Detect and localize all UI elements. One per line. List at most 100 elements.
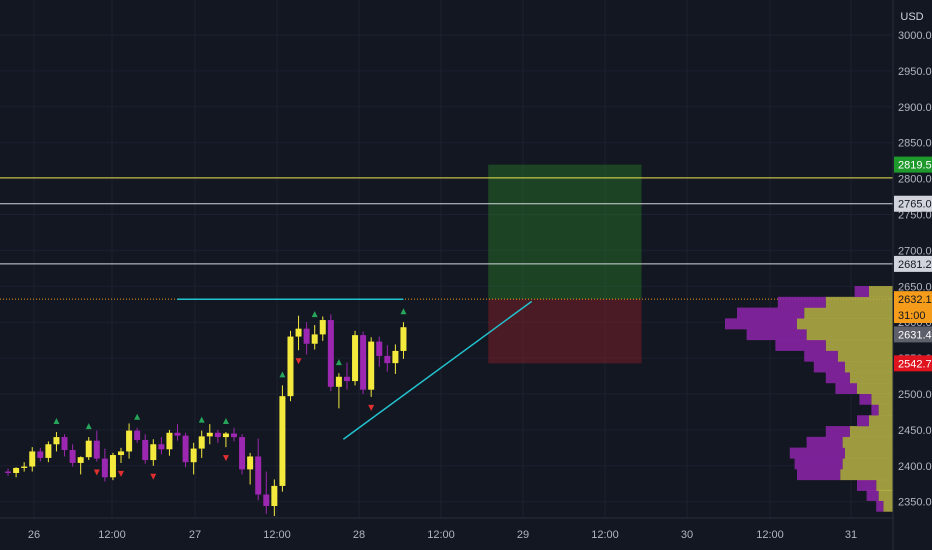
volume-profile-bar-olive [876, 479, 893, 491]
volume-profile-bar-purple [857, 479, 877, 491]
y-axis-tick-label: 2900.0 [898, 102, 932, 114]
candle-body [327, 320, 334, 387]
signal-up-arrow [311, 311, 318, 318]
volume-profile-bar-purple [775, 339, 826, 351]
y-axis-tick-label: 2750.0 [898, 210, 932, 222]
price-badge-label: 2632.1 [898, 294, 932, 306]
price-badge[interactable] [894, 255, 932, 272]
candle-body [247, 456, 254, 470]
x-axis-tick-label: 12:00 [98, 529, 126, 541]
price-badge-label: 2819.5 [898, 160, 932, 172]
price-badge[interactable] [894, 326, 932, 343]
candle-body [150, 444, 157, 461]
volume-profile-bar-purple [804, 350, 838, 362]
volume-profile-bar-olive [825, 339, 893, 351]
candle-body [45, 444, 52, 458]
x-axis[interactable]: 26 12:00 27 12:00 28 12:00 29 12:00 30 12:00 31 [0, 517, 893, 541]
candle-body [303, 328, 310, 344]
signal-down-arrow [150, 473, 157, 480]
signal-down-arrow [118, 470, 125, 477]
signal-down-arrow [93, 469, 100, 476]
candle-body [69, 450, 76, 463]
volume-profile-bar-olive [845, 361, 893, 373]
price-badge[interactable] [894, 291, 932, 308]
y-axis-tick-label: 2950.0 [898, 66, 932, 78]
volume-profile-bar-olive [840, 469, 893, 481]
volume-profile-bar-olive [806, 329, 893, 341]
candle-series [5, 314, 407, 517]
x-axis-tick-label: 28 [353, 529, 365, 541]
candle-body [198, 436, 205, 449]
price-badge[interactable] [894, 195, 932, 212]
candle-body [61, 437, 68, 451]
candle-body [222, 433, 229, 438]
volume-profile-bar-olive [849, 372, 893, 384]
candle-body [360, 335, 367, 390]
candle-body [287, 336, 294, 397]
candle-body [311, 334, 318, 344]
candle-body [271, 485, 278, 507]
volume-profile-bar-olive [871, 393, 893, 405]
drawings[interactable] [177, 298, 533, 440]
candle-body [400, 327, 407, 351]
volume-profile-bar-olive [857, 382, 893, 394]
x-axis-tick-label: 12:00 [427, 529, 455, 541]
signal-down-arrow [368, 404, 375, 411]
candle-body [13, 467, 20, 473]
volume-profile-bar-purple [859, 393, 872, 405]
candle-body [239, 437, 246, 470]
signal-markers [53, 308, 407, 480]
volume-profile-bar-olive [825, 296, 893, 308]
candle-body [37, 451, 44, 458]
volume-profile-bar-purple [866, 489, 879, 501]
price-badge[interactable] [894, 307, 932, 324]
signal-up-arrow [53, 418, 60, 425]
y-axis-tick-label: 2850.0 [898, 138, 932, 150]
signal-up-arrow [85, 423, 92, 430]
horizontal-lines[interactable] [0, 177, 893, 300]
candle-body [384, 355, 391, 364]
candle-body [335, 376, 342, 387]
signal-down-arrow [222, 455, 229, 462]
volume-profile-bar-olive [797, 318, 893, 330]
candle-body [206, 432, 213, 437]
candle-body [174, 432, 181, 436]
candle-body [109, 455, 116, 478]
price-badge[interactable] [894, 355, 932, 372]
signal-up-arrow [198, 416, 205, 423]
currency-label: USD [900, 11, 923, 23]
price-badge[interactable] [894, 156, 932, 173]
volume-profile-bar-olive [842, 458, 893, 470]
volume-profile [725, 286, 893, 512]
price-badge-label: 2681.2 [898, 259, 932, 271]
volume-profile-bar-olive [869, 286, 893, 298]
signal-down-arrow [295, 358, 302, 365]
volume-profile-bar-olive [878, 404, 893, 416]
y-axis-tick-label: 2350.0 [898, 497, 932, 509]
profit-zone[interactable] [488, 164, 642, 300]
volume-profile-bar-olive [883, 500, 893, 512]
stop-loss-zone[interactable] [488, 299, 642, 364]
candle-body [5, 471, 12, 473]
candle-body [142, 439, 149, 461]
candle-body [53, 437, 60, 445]
x-axis-tick-label: 27 [189, 529, 201, 541]
y-axis[interactable]: USD 2350.02400.02450.02500.02550.02600.0… [892, 0, 932, 550]
volume-profile-bar-purple [746, 329, 807, 341]
volume-profile-bar-olive [837, 350, 893, 362]
long-position-tool[interactable] [488, 164, 642, 364]
candle-body [376, 341, 383, 356]
y-axis-tick-label: 2400.0 [898, 461, 932, 473]
candle-body [295, 328, 302, 337]
price-badge-label: 2765.0 [898, 199, 932, 211]
trendline[interactable] [342, 300, 533, 440]
volume-profile-bar-purple [789, 447, 845, 459]
candle-body [230, 433, 237, 438]
candle-body [392, 350, 399, 364]
candle-body [101, 458, 108, 478]
price-badge-label: 2631.4 [898, 329, 932, 341]
volume-profile-bar-olive [842, 436, 893, 448]
candle-body [352, 335, 359, 382]
y-axis-tick-label: 2450.0 [898, 425, 932, 437]
